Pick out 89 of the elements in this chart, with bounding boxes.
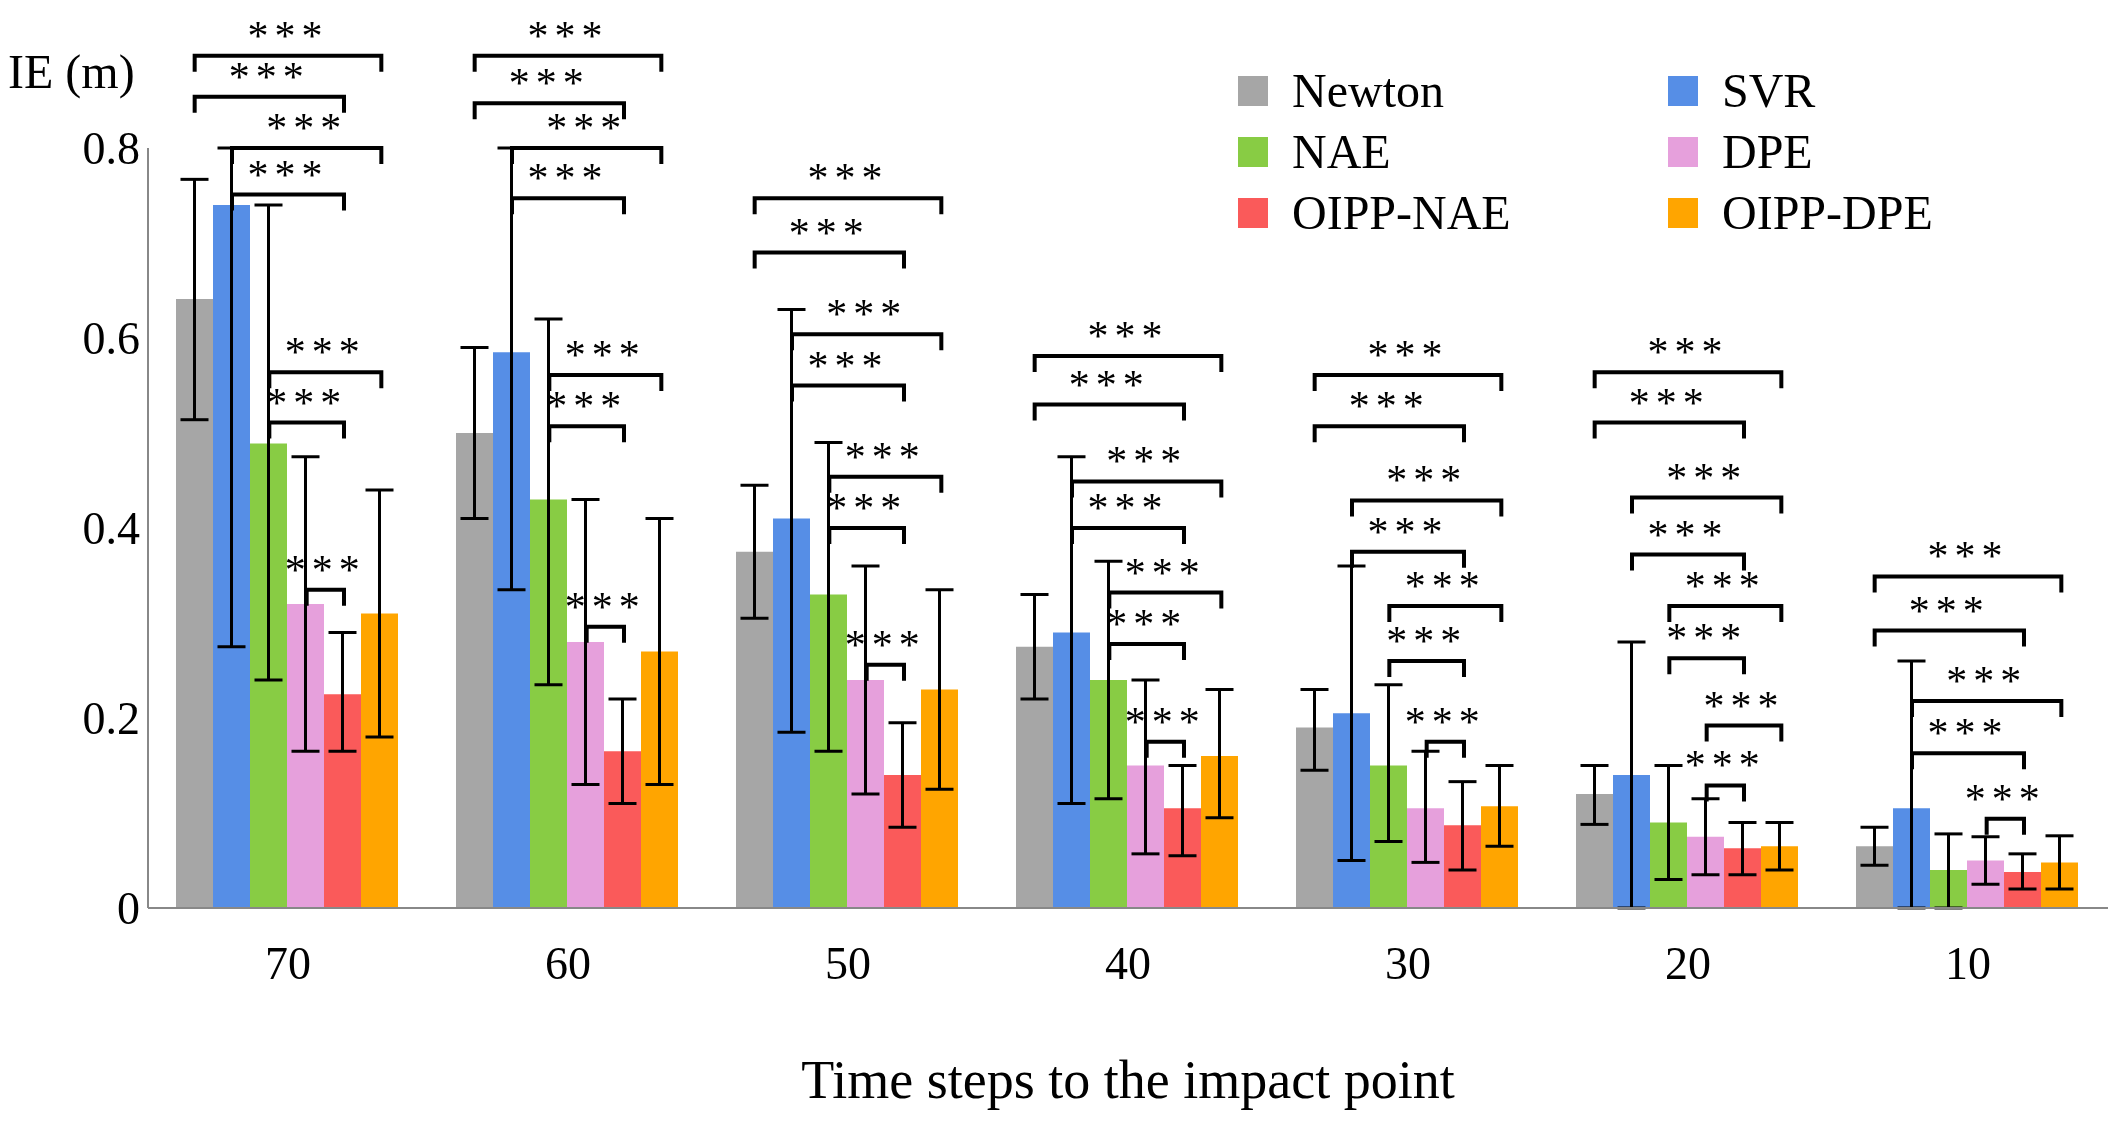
- bar: [1613, 775, 1650, 908]
- annotation: ***: [1703, 682, 1785, 729]
- y-axis-title: IE (m): [8, 45, 135, 99]
- significance-bracket: ***: [510, 155, 626, 215]
- annotation: ***: [1367, 332, 1449, 379]
- significance-bracket: ***: [1684, 742, 1766, 802]
- bar: [493, 352, 530, 908]
- annotation: ***: [1946, 657, 2028, 704]
- annotation: ***: [1964, 775, 2046, 822]
- bar: [1856, 846, 1893, 908]
- bar: [456, 433, 493, 908]
- bar: [250, 443, 287, 908]
- annotation: ***: [807, 155, 889, 202]
- bar: [604, 751, 641, 908]
- annotation: ***: [266, 105, 348, 151]
- bar: [641, 651, 678, 908]
- significance-bracket: ***: [1032, 361, 1186, 421]
- x-tick-label: 60: [545, 937, 591, 989]
- bar: [1164, 808, 1201, 908]
- y-tick-label: 0.2: [82, 693, 140, 745]
- annotation: ***: [844, 433, 926, 480]
- annotation: ***: [1106, 438, 1188, 485]
- annotation: ***: [826, 291, 908, 338]
- y-tick-label: 0.4: [82, 503, 140, 555]
- x-axis-title: Time steps to the impact point: [801, 1050, 1455, 1110]
- annotation: ***: [1647, 329, 1729, 376]
- bar: [567, 642, 604, 908]
- bar: [1016, 646, 1053, 908]
- y-tick-label: 0.6: [82, 313, 140, 365]
- bar: [1407, 808, 1444, 908]
- x-tick-label: 20: [1665, 937, 1711, 989]
- bar: [176, 299, 213, 908]
- significance-bracket: ***: [1964, 775, 2046, 835]
- bar: [847, 680, 884, 908]
- bar: [1296, 727, 1333, 908]
- significance-bracket: ***: [1703, 682, 1785, 742]
- annotation: ***: [1068, 361, 1150, 408]
- bar: [324, 694, 361, 908]
- bar: [1201, 756, 1238, 908]
- bar: [1333, 713, 1370, 908]
- annotation: ***: [1087, 313, 1169, 360]
- x-tick-label: 10: [1945, 937, 1991, 989]
- bar: [1370, 765, 1407, 908]
- bar: [287, 604, 324, 908]
- bar: [213, 205, 250, 908]
- annotation: ***: [564, 332, 646, 379]
- bar: [1127, 765, 1164, 908]
- x-tick-label: 30: [1385, 937, 1431, 989]
- bar: [1724, 848, 1761, 908]
- annotation: ***: [1386, 457, 1468, 504]
- bar: [1650, 822, 1687, 908]
- bar: [1090, 680, 1127, 908]
- bar: [1967, 860, 2004, 908]
- annotation: ***: [1666, 454, 1748, 501]
- annotation: ***: [1124, 549, 1206, 596]
- bar: [1761, 846, 1798, 908]
- annotation: ***: [1684, 742, 1766, 789]
- x-tick-label: 70: [265, 937, 311, 989]
- significance-bracket: ***: [1404, 698, 1486, 758]
- bar: [884, 775, 921, 908]
- bar: [810, 594, 847, 908]
- legend-label: SVR: [1722, 63, 1816, 118]
- bar: [361, 613, 398, 908]
- legend-label: Newton: [1292, 63, 1444, 118]
- y-tick-label: 0: [117, 883, 140, 935]
- legend-label: OIPP-DPE: [1722, 185, 1933, 240]
- annotation: ***: [1404, 698, 1486, 745]
- annotation: ***: [1927, 533, 2009, 580]
- bar: [1893, 808, 1930, 908]
- bar: [2004, 871, 2041, 908]
- bar: [736, 551, 773, 908]
- significance-bracket: ***: [1630, 454, 1784, 514]
- bar: [773, 518, 810, 908]
- x-tick-label: 50: [825, 937, 871, 989]
- annotation: ***: [284, 329, 366, 376]
- bar: [1053, 632, 1090, 908]
- bar: [1576, 794, 1613, 908]
- bar: [530, 499, 567, 908]
- bar: [1481, 806, 1518, 908]
- y-tick-label: 0.8: [82, 123, 140, 175]
- bar: [1444, 825, 1481, 908]
- legend-label: NAE: [1292, 124, 1391, 179]
- x-tick-label: 40: [1105, 937, 1151, 989]
- annotation: ***: [1647, 511, 1729, 558]
- bar: [1687, 836, 1724, 908]
- legend-label: DPE: [1722, 124, 1813, 179]
- bar: [921, 689, 958, 908]
- legend-label: OIPP-NAE: [1292, 185, 1511, 240]
- annotation: ***: [527, 155, 609, 202]
